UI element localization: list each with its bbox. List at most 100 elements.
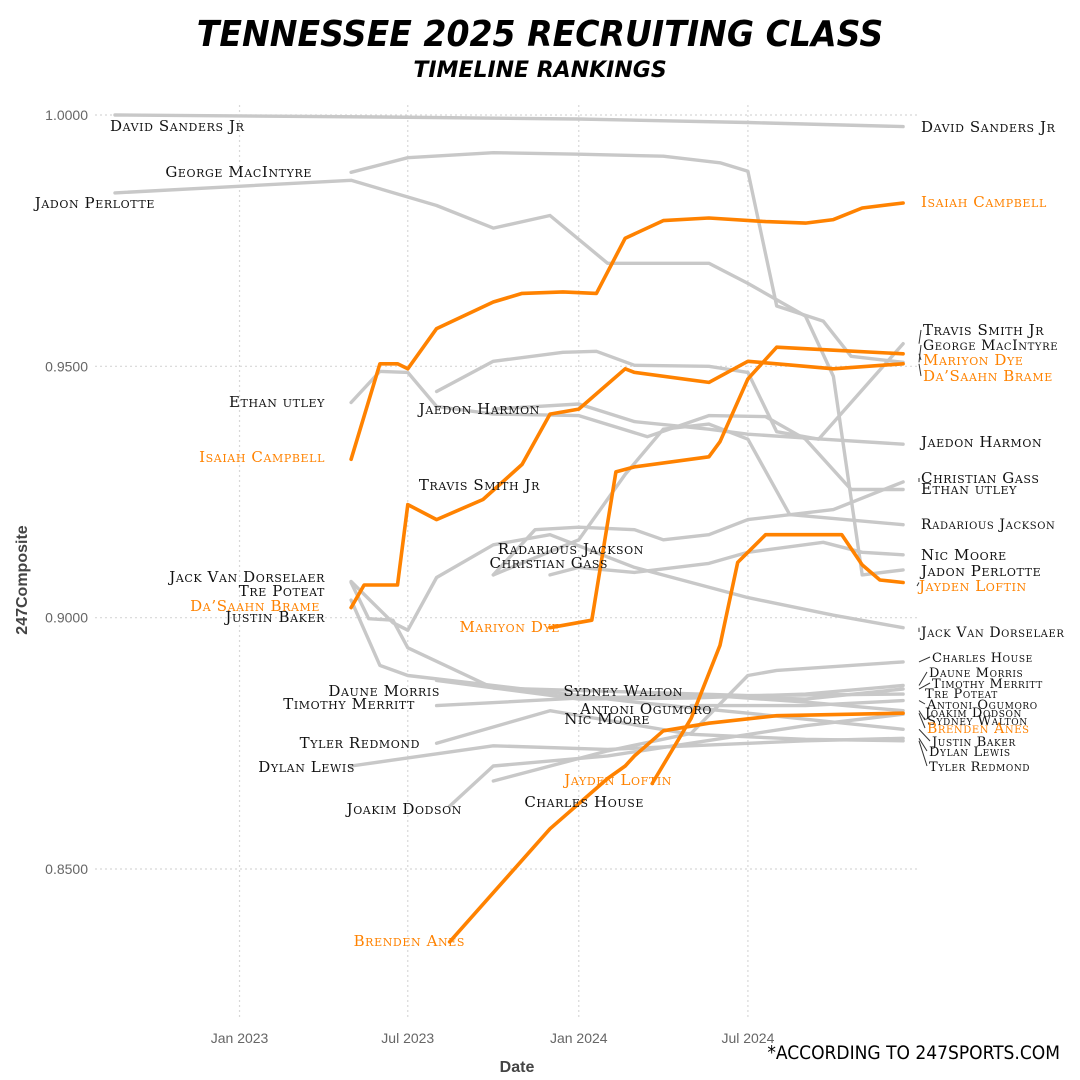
right-label-mariyon-dye: Mariyon Dye xyxy=(923,351,1024,369)
left-label-joakim-dodson: Joakim Dodson xyxy=(345,800,462,818)
x-tick-label: Jul 2024 xyxy=(721,1030,774,1046)
left-label-david-sanders-jr: David Sanders Jr xyxy=(110,117,245,135)
right-label-ethan-utley: Ethan utley xyxy=(921,480,1017,498)
right-label-joakim-dodson: Joakim Dodson xyxy=(923,706,1022,721)
left-label-charles-house: Charles House xyxy=(524,793,644,811)
left-label-george-macintyre: George MacIntyre xyxy=(165,163,312,181)
right-labels: David Sanders Jr Isaiah Campbell Travis Sm… xyxy=(917,118,1065,775)
chart-title: Tennessee 2025 Recruiting Class xyxy=(196,14,884,55)
series-line-da-saahn-brame xyxy=(349,359,905,610)
right-label-jack-van-dorselaer: Jack Van Dorselaer xyxy=(919,625,1065,641)
series-line-david-sanders-jr xyxy=(113,113,905,129)
series-line-nic-moore xyxy=(548,540,905,577)
leader-line-justin-baker xyxy=(918,728,931,742)
series-line-isaiah-campbell xyxy=(349,201,905,462)
y-tick-label: 0.9000 xyxy=(45,610,88,626)
left-label-timothy-merritt: Timothy Merritt xyxy=(283,695,415,713)
right-label-daune-morris: Daune Morris xyxy=(929,666,1023,681)
leader-line-jayden-loftin xyxy=(916,582,920,587)
x-tick-label: Jan 2024 xyxy=(550,1030,608,1046)
left-label-radarious-jackson: Radarious Jackson xyxy=(498,540,644,558)
series-line-ethan-utley xyxy=(349,369,905,492)
x-axis-title: Date xyxy=(500,1059,535,1076)
right-label-david-sanders-jr: David Sanders Jr xyxy=(921,118,1056,136)
y-axis-title: 247Composite xyxy=(14,525,31,634)
left-label-da-saahn-brame: Da’Saahn Brame xyxy=(190,597,320,615)
left-label-jayden-loftin: Jayden Loftin xyxy=(562,771,672,789)
right-label-justin-baker: Justin Baker xyxy=(930,735,1016,750)
series-line-george-macintyre xyxy=(349,151,905,364)
series-line-jack-van-dorselaer xyxy=(349,533,905,632)
x-axis-ticks: Jan 2023 Jul 2023 Jan 2024 Jul 2024 xyxy=(211,1030,775,1046)
left-label-justin-baker: Justin Baker xyxy=(223,608,325,626)
x-tick-label: Jul 2023 xyxy=(381,1030,434,1046)
series-line-joakim-dodson xyxy=(447,712,905,808)
leader-line-antoni-ogumoro xyxy=(918,700,926,705)
right-label-nic-moore: Nic Moore xyxy=(921,546,1007,564)
leader-line-tyler-redmond xyxy=(918,740,928,767)
y-axis-ticks: 1.0000 0.9500 0.9000 0.8500 xyxy=(45,107,88,877)
series-line-jadon-perlotte xyxy=(113,178,905,577)
leader-line-da-saahn-brame xyxy=(918,363,922,377)
series-line-antoni-ogumoro xyxy=(689,698,905,708)
series-line-jaedon-harmon xyxy=(491,402,905,446)
right-label-antoni-ogumoro: Antoni Ogumoro xyxy=(926,698,1038,713)
left-label-nic-moore: Nic Moore xyxy=(564,710,650,728)
series-line-daune-morris xyxy=(434,678,905,701)
series-line-charles-house xyxy=(491,660,905,783)
right-label-jaedon-harmon: Jaedon Harmon xyxy=(919,433,1042,451)
left-label-tre-poteat: Tre Poteat xyxy=(239,582,325,600)
y-tick-label: 1.0000 xyxy=(45,107,88,123)
leader-line-travis-smith-jr xyxy=(918,329,922,344)
left-label-sydney-walton: Sydney Walton xyxy=(563,682,683,700)
right-label-isaiah-campbell: Isaiah Campbell xyxy=(921,193,1047,211)
left-label-brenden-anes: Brenden Anes xyxy=(354,932,465,950)
left-label-daune-morris: Daune Morris xyxy=(328,682,440,700)
left-label-dylan-lewis: Dylan Lewis xyxy=(258,758,355,776)
y-tick-label: 0.8500 xyxy=(45,861,88,877)
leader-line-daune-morris xyxy=(918,671,928,686)
right-label-charles-house: Charles House xyxy=(932,651,1033,666)
right-label-tre-poteat: Tre Poteat xyxy=(925,687,998,702)
left-labels: David Sanders Jr George MacIntyre Jadon Pe… xyxy=(33,117,712,950)
series-lines-other xyxy=(113,113,905,808)
right-label-sydney-walton: Sydney Walton xyxy=(927,714,1028,729)
right-label-dylan-lewis: Dylan Lewis xyxy=(929,745,1011,760)
left-label-ethan-utley: Ethan utley xyxy=(229,393,325,411)
label-leader-lines xyxy=(916,329,931,767)
right-label-tyler-redmond: Tyler Redmond xyxy=(929,760,1030,775)
series-line-christian-gass xyxy=(491,480,905,577)
leader-line-dylan-lewis xyxy=(918,738,928,752)
right-label-da-saahn-brame: Da’Saahn Brame xyxy=(923,367,1053,385)
left-label-jaedon-harmon: Jaedon Harmon xyxy=(417,400,540,418)
series-line-mariyon-dye xyxy=(548,345,905,630)
right-label-christian-gass: Christian Gass xyxy=(921,469,1039,487)
x-tick-label: Jan 2023 xyxy=(211,1030,269,1046)
right-label-jadon-perlotte: Jadon Perlotte xyxy=(919,562,1041,580)
left-label-isaiah-campbell: Isaiah Campbell xyxy=(199,448,325,466)
right-label-radarious-jackson: Radarious Jackson xyxy=(921,517,1055,533)
left-label-antoni-ogumoro: Antoni Ogumoro xyxy=(579,700,712,718)
right-label-travis-smith-jr: Travis Smith Jr xyxy=(923,321,1044,339)
right-label-timothy-merritt: Timothy Merritt xyxy=(932,677,1043,692)
grid-lines xyxy=(95,105,918,1018)
leader-line-sydney-walton xyxy=(918,710,926,721)
right-label-brenden-anes: Brenden Anes xyxy=(927,721,1030,737)
left-label-mariyon-dye: Mariyon Dye xyxy=(459,618,560,636)
leader-line-charles-house xyxy=(918,656,931,663)
right-label-jayden-loftin: Jayden Loftin xyxy=(917,577,1027,595)
series-line-brenden-anes xyxy=(447,711,905,944)
series-line-radarious-jackson xyxy=(491,422,905,577)
source-footnote: *According to 247Sports.com xyxy=(767,1042,1060,1064)
left-label-christian-gass: Christian Gass xyxy=(490,554,608,572)
chart-subtitle: Timeline Rankings xyxy=(413,58,667,83)
series-lines-highlight xyxy=(349,201,905,944)
left-label-tyler-redmond: Tyler Redmond xyxy=(300,734,420,752)
left-label-travis-smith-jr: Travis Smith Jr xyxy=(419,476,540,494)
right-label-george-macintyre: George MacIntyre xyxy=(923,338,1058,354)
left-label-jack-van-dorselaer: Jack Van Dorselaer xyxy=(167,568,325,586)
leader-line-george-macintyre xyxy=(918,344,922,363)
leader-line-brenden-anes xyxy=(918,712,926,729)
y-tick-label: 0.9500 xyxy=(45,358,88,374)
